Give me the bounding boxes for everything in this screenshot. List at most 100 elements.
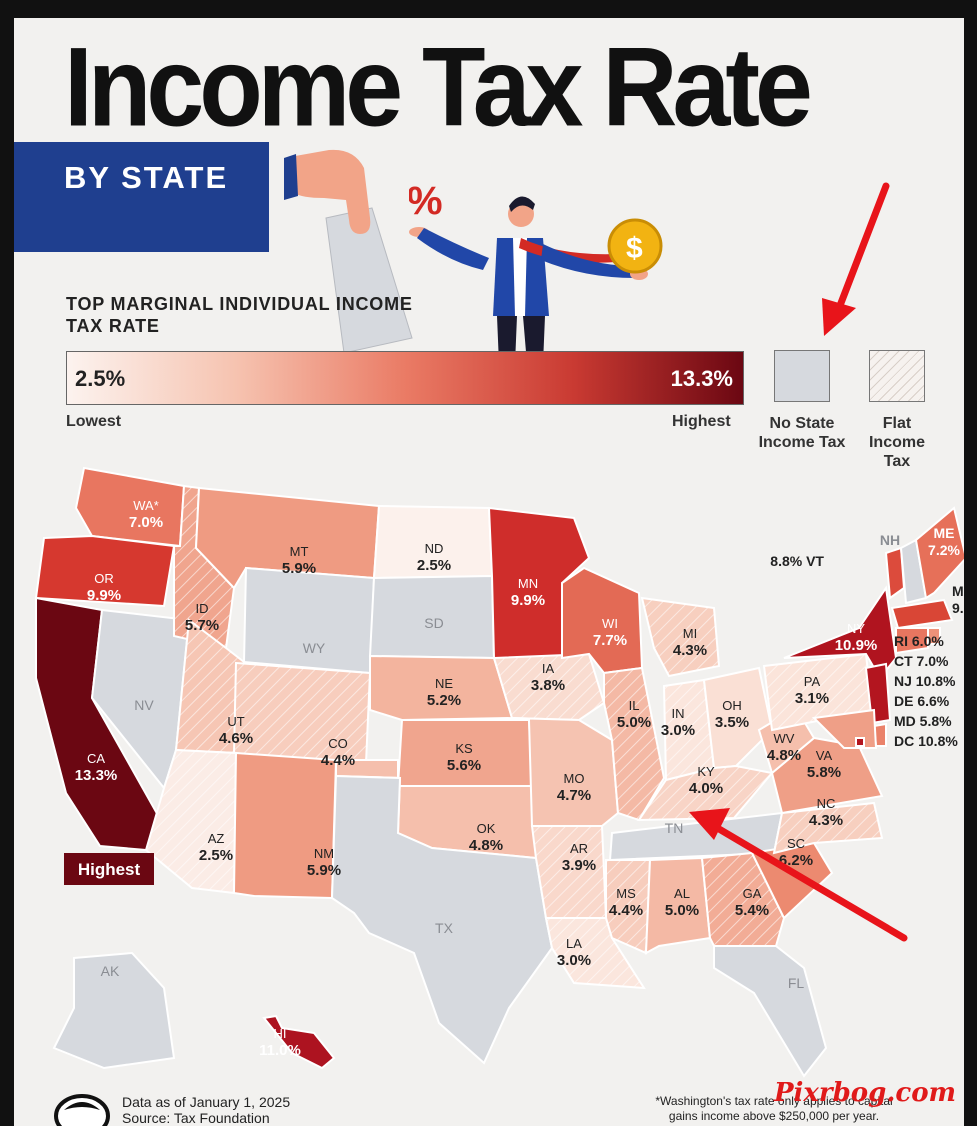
label-rate-nc: 4.3% [809, 812, 843, 829]
state-nj [864, 662, 892, 725]
label-rate-nm: 5.9% [307, 862, 341, 879]
state-dc [855, 737, 865, 747]
page-title: Income Tax Rate [64, 25, 813, 151]
label-abbr-ak: AK [101, 963, 120, 979]
label-nj: NJ 10.8% [894, 673, 956, 689]
arrow-no-tax [832, 182, 890, 320]
flat-tax-hatch-ga [702, 853, 784, 946]
label-rate-oh: 3.5% [715, 714, 749, 731]
state-hi [262, 1014, 336, 1070]
label-rate-ia: 3.8% [531, 677, 565, 694]
label-abbr-in: IN [672, 706, 685, 721]
label-abbr-pa: PA [804, 674, 821, 689]
state-ny [783, 585, 898, 680]
label-abbr-nm: NM [314, 846, 334, 861]
label-rate-va: 5.8% [807, 764, 841, 781]
state-ma [890, 598, 954, 630]
label-de: DE 6.6% [894, 693, 950, 709]
state-mo [511, 717, 620, 827]
label-rate-la: 3.0% [557, 952, 591, 969]
scale-min-value: 2.5% [75, 366, 126, 391]
state-fl [713, 945, 828, 1078]
flat-tax-hatch-ms [606, 860, 650, 953]
label-rate-wa: 7.0% [129, 514, 163, 531]
state-oh [702, 666, 774, 770]
state-ct [895, 627, 929, 655]
label-abbr-nc: NC [817, 796, 836, 811]
flat-tax-hatch-nc [774, 803, 882, 853]
label-abbr-wa: WA* [133, 498, 159, 513]
state-nm [232, 751, 338, 900]
flat-tax-hatch-mi [642, 598, 719, 676]
data-source: Source: Tax Foundation [122, 1110, 270, 1126]
by-state-banner: BY STATE [14, 142, 269, 252]
label-ct: CT 7.0% [894, 653, 949, 669]
flat-tax-hatch-co [234, 663, 370, 763]
note-line-1: *Washington's tax rate only applies to c… [655, 1094, 893, 1108]
label-rate-al: 5.0% [665, 902, 699, 919]
state-al [644, 856, 712, 955]
businessman-illustration: % $ [409, 179, 663, 364]
label-rate-wv: 4.8% [767, 747, 801, 764]
label-rate-ca: 13.3% [75, 767, 118, 784]
state-or [34, 534, 176, 608]
label-dc: DC 10.8% [894, 733, 958, 749]
no-tax-label: No State Income Tax [758, 415, 846, 451]
highest-badge-label: Highest [78, 860, 141, 879]
flat-tax-hatch-ky [639, 766, 772, 820]
label-abbr-ga: GA [743, 886, 762, 901]
label-ma: MA [952, 583, 964, 599]
arrow-tennessee [710, 822, 908, 942]
label-abbr-id: ID [196, 601, 209, 616]
label-rate-pa: 3.1% [795, 690, 829, 707]
label-abbr-az: AZ [208, 831, 225, 846]
label-abbr-oh: OH [722, 698, 742, 713]
label-rate-il: 5.0% [617, 714, 651, 731]
label-abbr-ia: IA [542, 661, 555, 676]
flat-tax-hatch-la [546, 918, 644, 988]
label-abbr-wy: WY [303, 640, 326, 656]
dollar-coin-icon: $ [626, 232, 643, 265]
label-rate-wi: 7.7% [593, 632, 627, 649]
label-abbr-wv: WV [774, 731, 795, 746]
label-me: ME [934, 525, 955, 541]
label-rate-sc: 6.2% [779, 852, 813, 869]
legend-heading: TOP MARGINAL INDIVIDUAL INCOME TAX RATE [66, 294, 413, 336]
us-map: WA*7.0%OR9.9%CA13.3%NVID5.7%MT5.9%WYUT4.… [34, 466, 964, 1078]
annotation-arrows [689, 182, 908, 942]
label-rate-ga: 5.4% [735, 902, 769, 919]
label-abbr-sc: SC [787, 836, 805, 851]
label-abbr-fl: FL [788, 975, 805, 991]
flat-tax-hatch-ut [176, 620, 244, 753]
label-rate-az: 2.5% [199, 847, 233, 864]
label-rate-mn: 9.9% [511, 592, 545, 609]
highest-badge [64, 853, 154, 885]
label-rate-mo: 4.7% [557, 787, 591, 804]
label-md: MD 5.8% [894, 713, 952, 729]
label-rate-ny: 10.9% [835, 637, 878, 654]
tax-foundation-logo [54, 1094, 110, 1126]
label-abbr-tx: TX [435, 920, 454, 936]
label-abbr-ne: NE [435, 676, 453, 691]
flat-tax-hatch-az [146, 750, 236, 893]
scale-low-label: Lowest [66, 413, 122, 430]
label-abbr-co: CO [328, 736, 348, 751]
label-abbr-ks: KS [455, 741, 473, 756]
label-abbr-ny: NY [847, 621, 865, 636]
label-rate-ar: 3.9% [562, 857, 596, 874]
hand-illustration [284, 149, 413, 353]
label-abbr-il: IL [629, 698, 640, 713]
label-abbr-ky: KY [697, 764, 715, 779]
label-abbr-mt: MT [290, 544, 309, 559]
label-abbr-tn: TN [665, 820, 684, 836]
footer-source: Data as of January 1, 2025 Source: Tax F… [122, 1094, 290, 1126]
data-date: Data as of January 1, 2025 [122, 1094, 291, 1110]
label-rate-id: 5.7% [185, 617, 219, 634]
label-abbr-ok: OK [477, 821, 496, 836]
label-rate-in: 3.0% [661, 722, 695, 739]
label-rate-ne: 5.2% [427, 692, 461, 709]
state-me [914, 506, 964, 600]
flat-tax-hatch-ar [532, 826, 606, 918]
label-abbr-al: AL [674, 886, 690, 901]
footer-note: *Washington's tax rate only applies to c… [594, 1094, 954, 1124]
